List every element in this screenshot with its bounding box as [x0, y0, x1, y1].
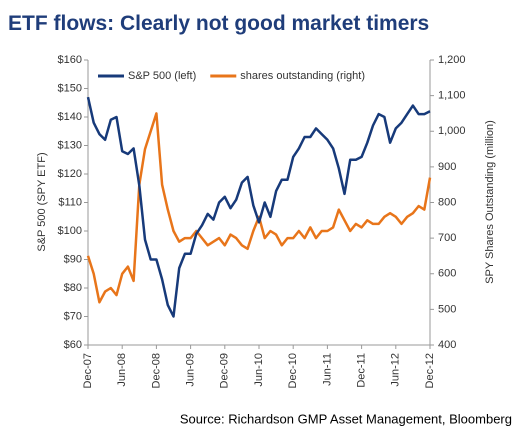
x-tick-label: Jun-09 [185, 353, 197, 387]
legend-label: S&P 500 (left) [128, 70, 196, 82]
source-note: Source: Richardson GMP Asset Management,… [180, 411, 512, 426]
y-tick-label: $100 [58, 225, 82, 237]
y-tick-label: $150 [58, 82, 82, 94]
chart-title: ETF flows: Clearly not good market timer… [8, 12, 429, 35]
y-tick-label: $160 [58, 54, 82, 66]
y2-tick-label: 900 [438, 161, 456, 173]
y-tick-label: $140 [58, 111, 82, 123]
x-tick-label: Dec-09 [219, 353, 231, 388]
x-tick-label: Dec-07 [82, 353, 94, 388]
x-tick-label: Jun-11 [321, 353, 333, 386]
x-tick-label: Jun-10 [253, 353, 265, 387]
y-tick-label: $110 [58, 196, 82, 208]
series-line [86, 112, 432, 304]
series-line [86, 96, 431, 318]
legend-label: shares outstanding (right) [240, 70, 365, 82]
x-tick-label: Dec-11 [356, 353, 368, 388]
y2-tick-label: 600 [438, 268, 456, 280]
y-tick-label: $70 [64, 310, 82, 322]
y-tick-label: $120 [58, 168, 82, 180]
x-tick-label: Jun-08 [116, 353, 128, 387]
y2-axis-title: SPY Shares Outstanding (million) [484, 120, 496, 284]
y2-tick-label: 1,100 [438, 90, 466, 102]
y2-tick-label: 1,200 [438, 54, 466, 66]
y-tick-label: $90 [64, 253, 82, 265]
x-tick-label: Dec-10 [287, 353, 299, 388]
y2-tick-label: 500 [438, 303, 456, 315]
y-tick-label: $130 [58, 139, 82, 151]
y2-tick-label: 800 [438, 196, 456, 208]
x-tick-label: Dec-12 [424, 353, 436, 388]
y-tick-label: $60 [64, 339, 82, 351]
y-axis-title: S&P 500 (SPY ETF) [36, 152, 48, 251]
y2-tick-label: 400 [438, 339, 456, 351]
x-tick-label: Dec-08 [150, 353, 162, 388]
x-tick-label: Jun-12 [390, 353, 402, 387]
y2-tick-label: 700 [438, 232, 456, 244]
y2-tick-label: 1,000 [438, 125, 466, 137]
y-tick-label: $80 [64, 282, 82, 294]
